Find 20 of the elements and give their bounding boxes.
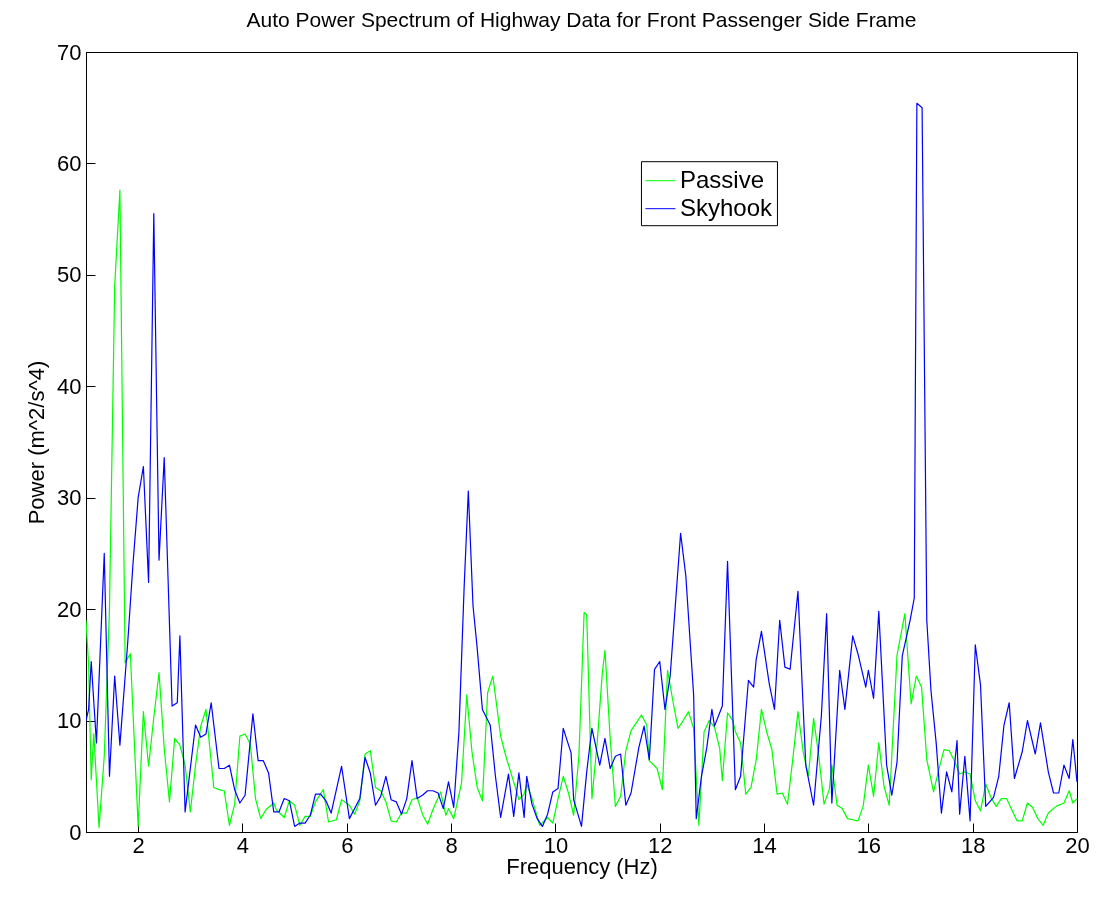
x-tick-label: 18	[960, 832, 986, 858]
y-tick-label: 30	[57, 485, 82, 511]
y-tick-label: 40	[57, 373, 82, 399]
legend-label: Passive	[679, 165, 765, 193]
x-tick-label: 4	[236, 832, 250, 858]
x-tick-label: 2	[132, 832, 145, 858]
x-tick-label: 20	[1065, 832, 1090, 858]
y-tick-label: 20	[57, 596, 82, 622]
y-tick-label: 0	[69, 819, 82, 845]
x-tick-label: 16	[856, 832, 882, 858]
x-tick-label: 6	[341, 832, 354, 858]
legend-label: Skyhook	[679, 193, 774, 221]
y-tick-label: 10	[57, 708, 82, 734]
y-tick-label: 70	[57, 39, 82, 65]
y-tick-label: 60	[57, 150, 82, 176]
chart-title: Auto Power Spectrum of Highway Data for Front Passenger Side Frame	[246, 8, 917, 31]
x-tick-label: 8	[445, 832, 458, 858]
x-tick-label: 14	[752, 832, 777, 858]
y-axis-title: Power (m^2/s^4)	[24, 360, 50, 525]
y-tick-label: 50	[57, 262, 82, 288]
